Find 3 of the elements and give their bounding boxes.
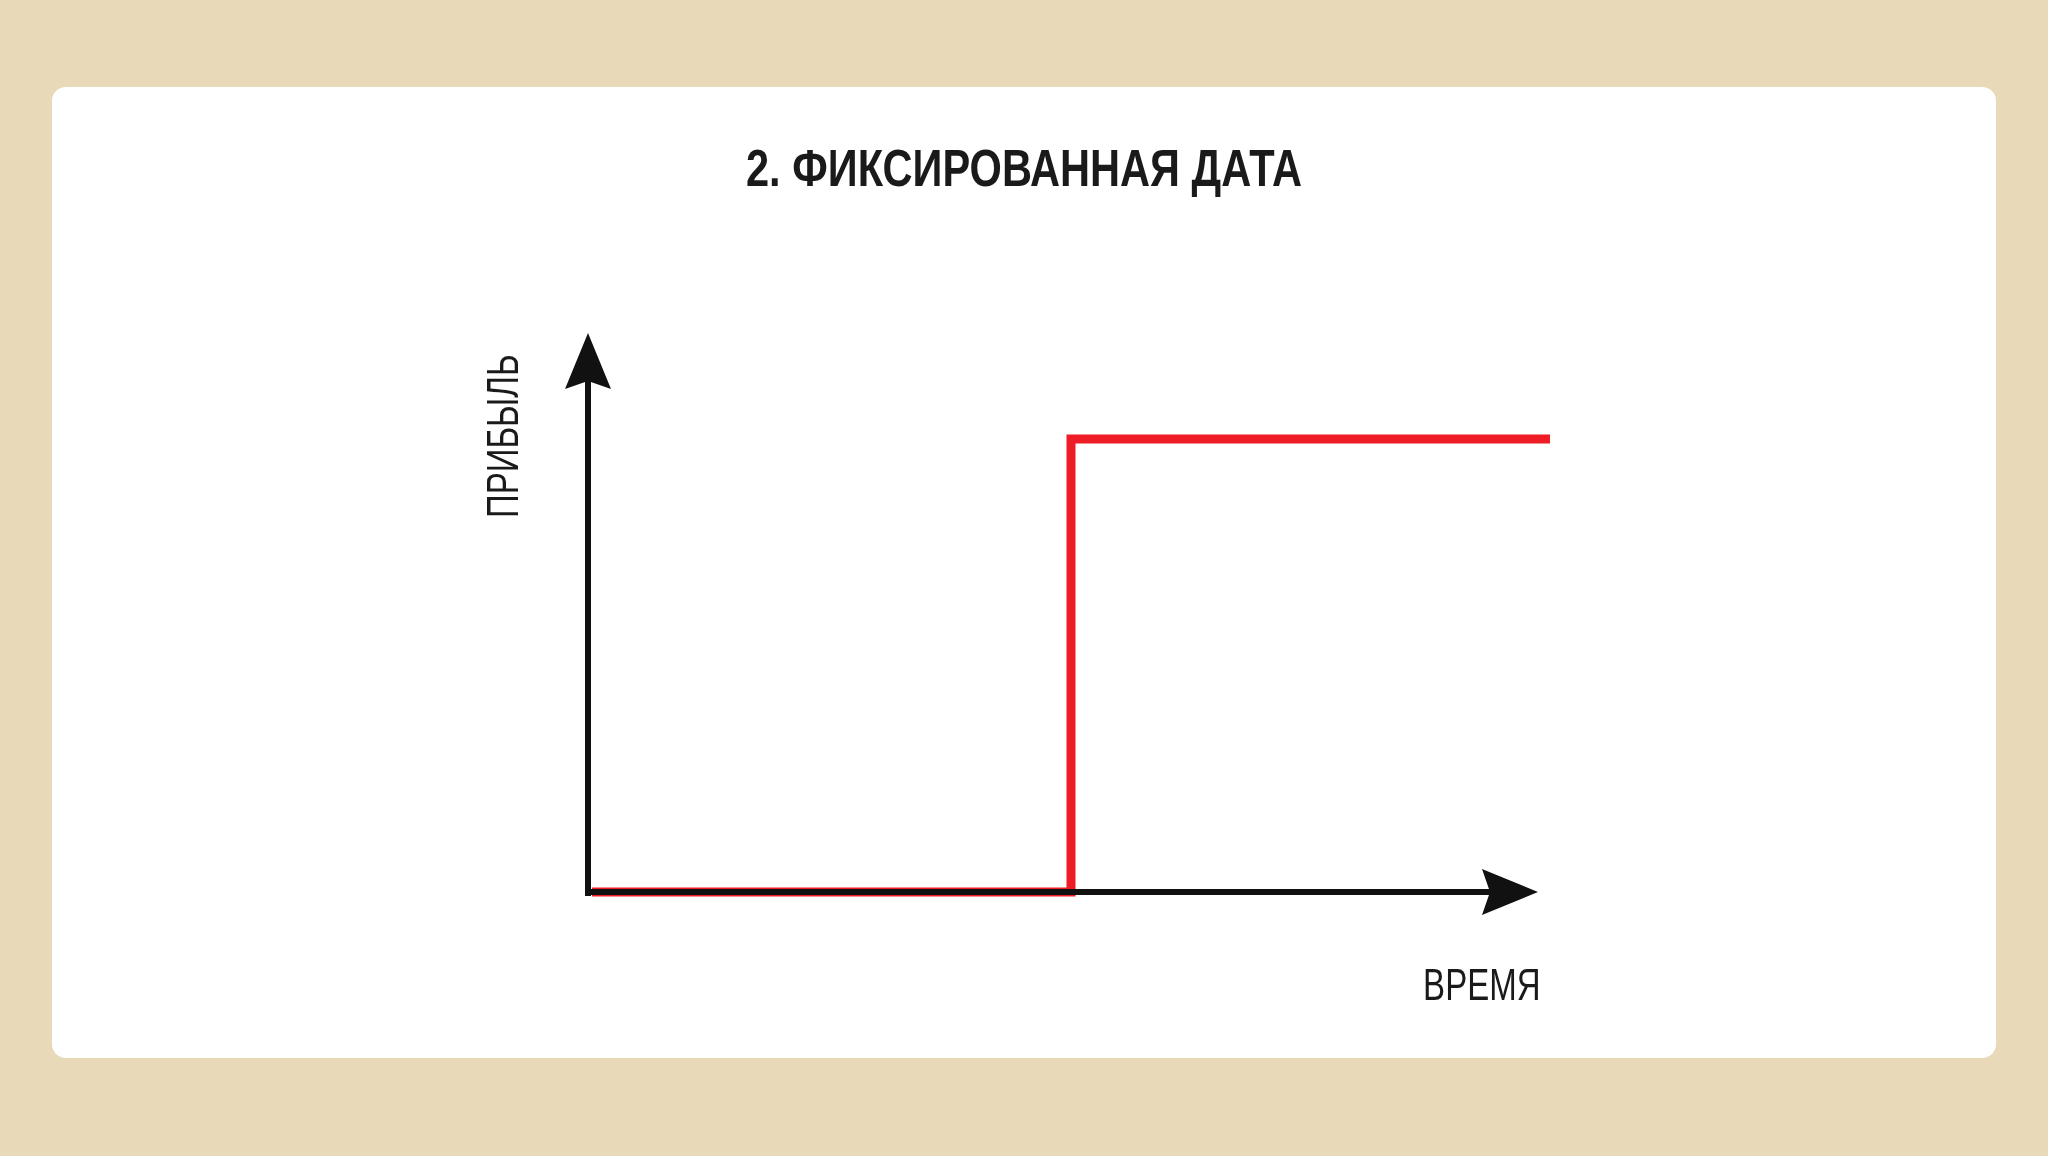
y-axis-title: ПРИБЫЛЬ <box>478 354 528 518</box>
x-axis-title: ВРЕМЯ <box>1422 960 1540 1010</box>
chart-title: 2. ФИКСИРОВАННАЯ ДАТА <box>744 138 1303 198</box>
